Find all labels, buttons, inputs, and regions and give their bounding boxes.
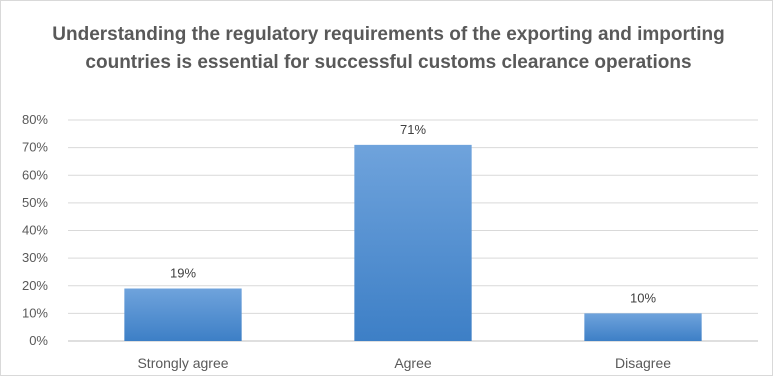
y-tick-label: 60% [22,167,48,182]
category-label: Disagree [615,355,671,371]
y-tick-label: 0% [29,333,48,348]
y-tick-label: 20% [22,278,48,293]
category-label: Agree [394,355,432,371]
bar-agree [354,144,472,341]
y-tick-label: 10% [22,305,48,320]
chart-title: Understanding the regulatory requirement… [52,24,725,73]
data-label: 19% [170,266,196,281]
category-label: Strongly agree [137,355,228,371]
bar-strongly-agree [124,288,242,341]
y-tick-label: 40% [22,223,48,238]
bar-disagree [584,313,702,341]
y-tick-label: 30% [22,250,48,265]
y-tick-label: 80% [22,112,48,127]
data-label: 10% [630,290,656,305]
y-tick-label: 50% [22,195,48,210]
data-label: 71% [400,122,426,137]
y-tick-label: 70% [22,140,48,155]
